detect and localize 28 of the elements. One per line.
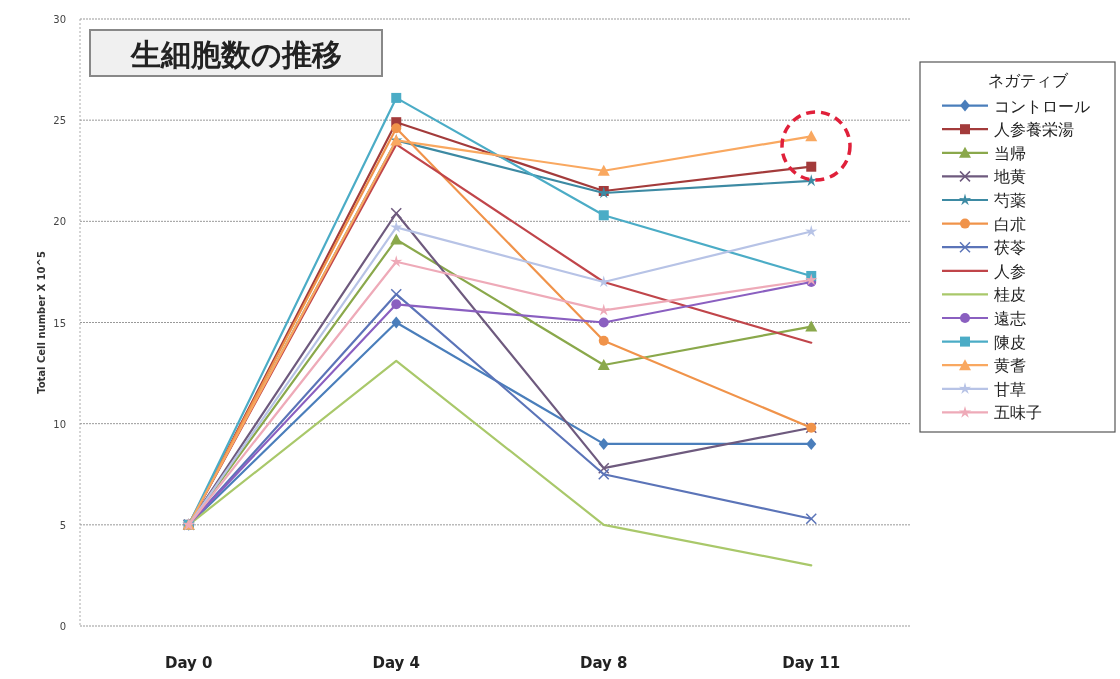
- x-tick-label: Day 8: [579, 654, 628, 672]
- legend-label: 人参: [994, 261, 1026, 281]
- legend-label: 桂皮: [993, 285, 1026, 305]
- legend-label: 五味子: [994, 403, 1042, 423]
- legend-label: 陳皮: [994, 332, 1026, 352]
- y-axis-title: Total Cell number X 10^5: [36, 251, 47, 394]
- legend-label: 白朮: [994, 214, 1026, 234]
- legend-label: 黄耆: [994, 356, 1026, 376]
- y-tick-label: 0: [59, 621, 66, 632]
- x-tick-label: Day 11: [782, 654, 841, 672]
- y-tick-label: 10: [53, 418, 66, 430]
- text: 生細胞数の推移: [129, 37, 342, 72]
- legend-label: 当帰: [994, 143, 1026, 163]
- y-tick-label: 20: [53, 216, 66, 228]
- legend-label: 人参養栄湯: [994, 120, 1074, 140]
- y-tick-label: 25: [53, 115, 66, 127]
- legend-label: 芍薬: [994, 191, 1026, 210]
- legend-label: 甘草: [994, 379, 1026, 399]
- y-tick-label: 30: [53, 14, 66, 25]
- legend-label: 遠志: [994, 309, 1026, 328]
- legend-title: ネガティブ: [988, 71, 1069, 90]
- x-tick-label: Day 0: [164, 654, 213, 672]
- legend-label: 地黄: [993, 167, 1026, 187]
- x-tick-label: Day 4: [372, 654, 421, 672]
- legend-label: コントロール: [994, 96, 1090, 116]
- y-tick-label: 5: [59, 519, 66, 531]
- y-tick-label: 15: [53, 317, 66, 329]
- legend-label: 茯苓: [994, 238, 1026, 258]
